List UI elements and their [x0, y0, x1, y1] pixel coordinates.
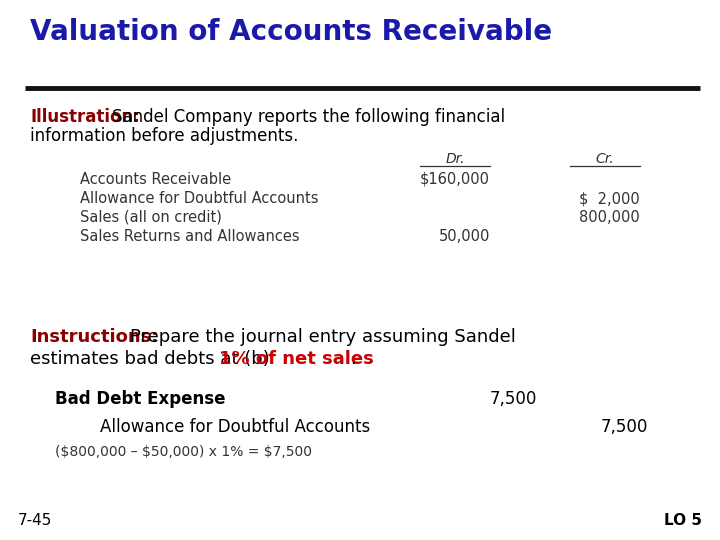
Text: Cr.: Cr.: [595, 152, 614, 166]
Text: 7-45: 7-45: [18, 513, 53, 528]
Text: Illustration:: Illustration:: [30, 108, 140, 126]
Text: 800,000: 800,000: [580, 210, 640, 225]
Text: estimates bad debts at (b): estimates bad debts at (b): [30, 350, 276, 368]
Text: $  2,000: $ 2,000: [580, 191, 640, 206]
Text: information before adjustments.: information before adjustments.: [30, 127, 298, 145]
Text: Allowance for Doubtful Accounts: Allowance for Doubtful Accounts: [100, 418, 370, 436]
Text: Sandel Company reports the following financial: Sandel Company reports the following fin…: [112, 108, 505, 126]
Text: $160,000: $160,000: [420, 172, 490, 187]
Text: Allowance for Doubtful Accounts: Allowance for Doubtful Accounts: [80, 191, 318, 206]
Text: LO 5: LO 5: [664, 513, 702, 528]
Text: 7,500: 7,500: [600, 418, 648, 436]
Text: ($800,000 – $50,000) x 1% = $7,500: ($800,000 – $50,000) x 1% = $7,500: [55, 445, 312, 459]
Text: Valuation of Accounts Receivable: Valuation of Accounts Receivable: [30, 18, 552, 46]
Text: Bad Debt Expense: Bad Debt Expense: [55, 390, 225, 408]
Text: Sales Returns and Allowances: Sales Returns and Allowances: [80, 229, 300, 244]
Text: Sales (all on credit): Sales (all on credit): [80, 210, 222, 225]
Text: .: .: [350, 350, 356, 368]
Text: 50,000: 50,000: [438, 229, 490, 244]
Text: Accounts Receivable: Accounts Receivable: [80, 172, 231, 187]
Text: Prepare the journal entry assuming Sandel: Prepare the journal entry assuming Sande…: [130, 328, 516, 346]
Text: 7,500: 7,500: [490, 390, 537, 408]
Text: 1% of net sales: 1% of net sales: [219, 350, 374, 368]
Text: Instructions:: Instructions:: [30, 328, 158, 346]
Text: Dr.: Dr.: [445, 152, 464, 166]
